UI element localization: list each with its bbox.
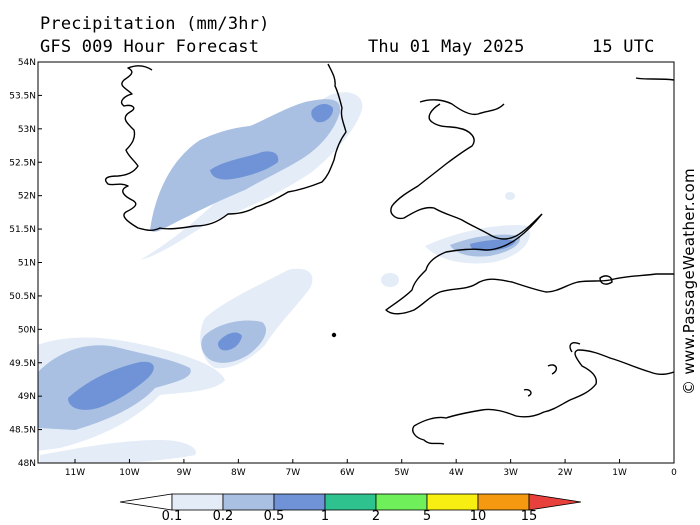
lon-label: 0 — [671, 468, 677, 478]
scale-label: 0.2 — [212, 509, 234, 524]
scale-label: 15 — [520, 509, 538, 524]
scale-cap-low — [119, 493, 173, 511]
lon-label: 5W — [394, 468, 409, 478]
lon-label: 1W — [612, 468, 627, 478]
lon-label: 11W — [65, 468, 85, 478]
lon-label: 8W — [231, 468, 246, 478]
scale-swatch — [273, 493, 326, 511]
lat-label: 50N — [18, 325, 36, 335]
scale-swatch — [477, 493, 530, 511]
lon-label: 9W — [177, 468, 192, 478]
forecast-time: 15 UTC — [592, 37, 655, 57]
lon-label: 7W — [286, 468, 301, 478]
isle-of-wight — [599, 275, 613, 285]
scale-label: 0.5 — [263, 509, 285, 524]
lon-label: 2W — [558, 468, 573, 478]
lat-label: 54N — [18, 58, 36, 68]
lon-label: 10W — [119, 468, 139, 478]
lat-label: 48.5N — [9, 426, 36, 436]
ireland-coast — [104, 63, 347, 231]
map-title: Precipitation (mm/3hr) — [40, 14, 270, 34]
wales-north — [419, 99, 505, 116]
channel-islands — [523, 364, 558, 397]
precip-heavy-areas — [68, 104, 516, 410]
scale-label: 2 — [371, 509, 381, 524]
scale-swatch — [426, 493, 479, 511]
bristol-channel-south — [385, 213, 674, 315]
france-north — [569, 342, 581, 353]
scale-label: 5 — [422, 509, 432, 524]
scale-label: 10 — [469, 509, 487, 524]
precipitation-field — [38, 92, 530, 463]
lat-label: 52N — [18, 192, 36, 202]
scale-swatch — [324, 493, 377, 511]
scale-swatch — [171, 493, 224, 511]
lat-label: 50.5N — [9, 292, 36, 302]
lat-label: 49N — [18, 392, 36, 402]
lat-label: 52.5N — [9, 158, 36, 168]
lat-label: 51N — [18, 259, 36, 269]
britain-wales-coast — [390, 77, 674, 240]
brittany — [412, 425, 445, 445]
site-credit: © www.PassageWeather.com — [680, 168, 698, 395]
coastlines — [104, 63, 674, 445]
lon-label: 3W — [503, 468, 518, 478]
lat-label: 51.5N — [9, 225, 36, 235]
scale-label: 0.1 — [161, 509, 183, 524]
scale-cap-high — [528, 493, 582, 511]
scale-swatch — [222, 493, 275, 511]
lon-label: 6W — [340, 468, 355, 478]
latitude-axis: 54N 53.5N 53N 52.5N 52N 51.5N 51N 50.5N 50N 49.5N… — [9, 58, 42, 469]
forecast-date: Thu 01 May 2025 — [368, 37, 525, 57]
lat-label: 53.5N — [9, 91, 36, 101]
france-coast — [413, 349, 674, 427]
precip-color-scale — [119, 493, 582, 511]
lon-label: 4W — [449, 468, 464, 478]
lat-label: 53N — [18, 125, 36, 135]
forecast-label: GFS 009 Hour Forecast — [40, 37, 260, 57]
longitude-axis: 11W 10W 9W 8W 7W 6W 5W 4W 3W 2W 1W 0 — [65, 459, 677, 478]
lat-label: 49.5N — [9, 359, 36, 369]
scale-swatch — [375, 493, 428, 511]
lat-label: 48N — [18, 459, 36, 469]
scale-label: 1 — [320, 509, 330, 524]
